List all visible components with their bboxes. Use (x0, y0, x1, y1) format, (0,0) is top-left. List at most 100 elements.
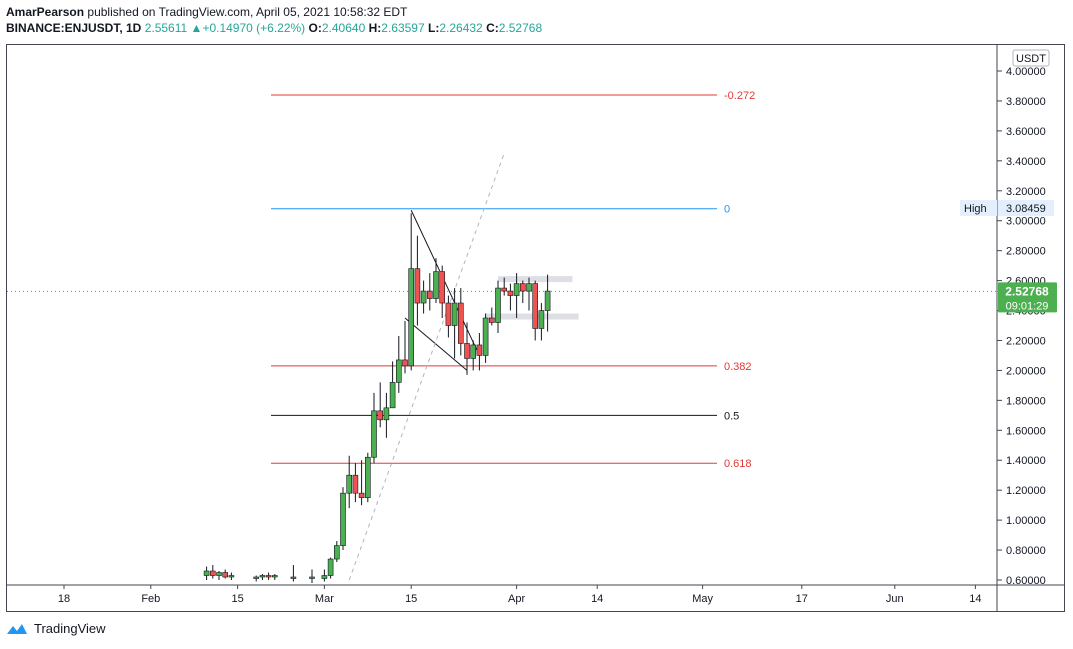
publish-line: AmarPearson published on TradingView.com… (6, 4, 542, 20)
candle-up (253, 576, 259, 579)
high-label: H: (368, 21, 382, 35)
candle-down (519, 283, 526, 292)
candle-down (445, 302, 452, 326)
candle-down (488, 317, 495, 323)
candle-up (228, 575, 235, 578)
candle-up (364, 456, 371, 498)
x-tick-label: Apr (508, 593, 525, 605)
candle-up (395, 359, 402, 383)
high-tag-label: High (964, 203, 987, 215)
candle-down (501, 287, 508, 292)
fib-level-label: 0.5 (724, 410, 739, 422)
candle-up (371, 410, 377, 458)
candle-up (482, 317, 489, 356)
x-tick-label: 14 (969, 593, 981, 605)
candle-up (389, 382, 396, 409)
chart-frame[interactable] (6, 44, 1065, 612)
trendline (404, 317, 468, 371)
y-tick-label: 0.60000 (1006, 575, 1046, 587)
y-tick-label: 2.20000 (1006, 335, 1046, 347)
open-label: O: (308, 21, 322, 35)
candle-down (464, 343, 470, 359)
candle-down (377, 410, 384, 421)
high-tag-bg (960, 200, 997, 217)
y-tick-label: 3.20000 (1006, 186, 1046, 198)
x-tick-label: 17 (796, 593, 808, 605)
y-tick-label: 3.40000 (1006, 156, 1046, 168)
author-name[interactable]: AmarPearson (6, 5, 85, 19)
ohlc-line: BINANCE:ENJUSDT, 1D 2.55611 ▲+0.14970 (+… (6, 20, 542, 36)
y-tick-label: 1.80000 (1006, 395, 1046, 407)
candle-up (526, 283, 532, 292)
fib-level-label: 0 (724, 204, 730, 216)
candle-up (544, 290, 551, 311)
candle-down (532, 283, 539, 329)
resistance-zone (485, 313, 579, 320)
price-change: +0.14970 (+6.22%) (202, 21, 306, 35)
candle-up (495, 287, 501, 323)
change-arrow-icon: ▲ (190, 21, 203, 35)
x-tick-label: Jun (886, 593, 904, 605)
y-tick-label: 0.80000 (1006, 545, 1046, 557)
candle-up (346, 474, 353, 494)
candle-down (426, 290, 433, 299)
currency-box (1012, 49, 1050, 67)
y-tick-label: 3.60000 (1006, 126, 1046, 138)
last-price: 2.55611 (144, 21, 188, 35)
y-tick-label: 4.00000 (1006, 66, 1046, 78)
candle-up (538, 310, 545, 329)
candle-down (439, 271, 446, 304)
fib-level-label: 0.618 (724, 458, 752, 470)
x-tick-label: 15 (231, 593, 243, 605)
candle-down (290, 576, 297, 579)
candle-up (420, 290, 427, 304)
close-label: C: (486, 21, 499, 35)
candle-down (476, 344, 483, 356)
candle-up (513, 283, 520, 296)
y-tick-label: 2.80000 (1006, 246, 1046, 258)
chart-header: AmarPearson published on TradingView.com… (6, 4, 542, 36)
low-value: 2.26432 (439, 21, 483, 35)
high-value-label: 3.08459 (1006, 203, 1046, 215)
candle-up (271, 575, 278, 578)
x-tick-label: 14 (591, 593, 603, 605)
candle-up (333, 545, 340, 560)
candle-down (507, 290, 514, 296)
y-tick-label: 3.80000 (1006, 96, 1046, 108)
candle-up (383, 407, 390, 421)
dashed-trendline (348, 153, 505, 581)
candle-up (340, 492, 346, 546)
x-tick-label: Feb (141, 593, 160, 605)
close-value: 2.52768 (498, 21, 543, 35)
candle-up (216, 572, 222, 576)
fib-level-label: 0.382 (724, 361, 752, 373)
countdown-timer: 09:01:29 (1006, 300, 1049, 312)
x-tick-label: 18 (58, 593, 70, 605)
low-label: L: (428, 21, 440, 35)
currency-label: USDT (1016, 53, 1046, 65)
trendline (410, 210, 480, 356)
tradingview-logo-icon (7, 623, 27, 634)
x-tick-label: 15 (405, 593, 417, 605)
resistance-zone (498, 276, 573, 283)
candle-up (451, 302, 458, 326)
candle-down (457, 302, 464, 344)
brand-name[interactable]: TradingView (34, 621, 106, 636)
candle-up (408, 268, 415, 367)
candle-down (358, 492, 365, 498)
candle-up (259, 575, 266, 578)
published-text: published on TradingView.com, April 05, … (87, 5, 408, 19)
candle-down (210, 570, 216, 576)
current-price-badge (998, 282, 1057, 313)
x-tick-label: May (692, 593, 713, 605)
candle-down (265, 575, 272, 578)
y-tick-label: 1.40000 (1006, 455, 1046, 467)
high-value: 2.63597 (381, 21, 425, 35)
candle-up (309, 576, 315, 579)
candle-up (203, 570, 210, 576)
candle-up (433, 271, 439, 299)
candle-up (470, 344, 477, 359)
y-tick-label: 1.60000 (1006, 425, 1046, 437)
fib-level-label: -0.272 (724, 90, 755, 102)
